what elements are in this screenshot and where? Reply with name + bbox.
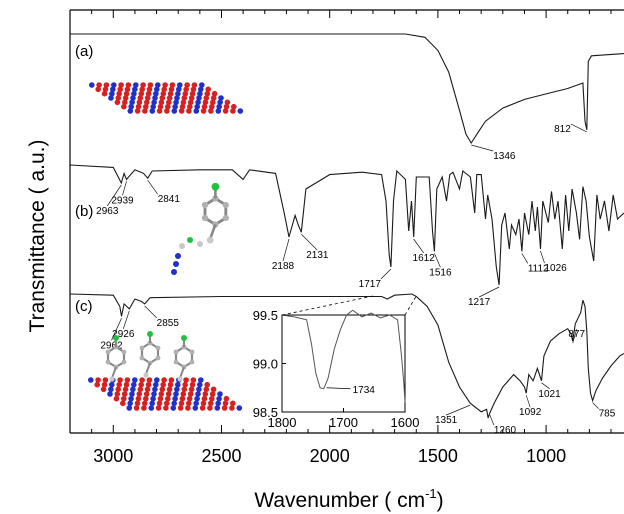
peak-leader-785 bbox=[592, 402, 599, 409]
peak-label-2188: 2188 bbox=[272, 261, 295, 272]
spectrum-curve-a bbox=[70, 33, 624, 145]
peak-leader-2188 bbox=[282, 238, 290, 262]
peak-label-812: 812 bbox=[554, 124, 571, 135]
x-axis-title: Wavenumber ( cm-1) bbox=[254, 486, 443, 512]
spectrum-curve-b bbox=[69, 164, 624, 286]
x-tick-label-2000: 2000 bbox=[310, 446, 350, 466]
peak-leader-1260 bbox=[489, 414, 495, 426]
graphene-sheet-a bbox=[89, 82, 244, 114]
panel-label-c: (c) bbox=[75, 298, 93, 315]
peak-label-1516: 1516 bbox=[429, 267, 452, 278]
peak-leader-2939 bbox=[122, 181, 127, 196]
x-tick-label-2500: 2500 bbox=[201, 446, 241, 466]
inset-y-tick-label-99.5: 99.5 bbox=[253, 308, 278, 323]
azide-chain-b bbox=[171, 237, 203, 275]
peak-label-1717: 1717 bbox=[359, 279, 382, 290]
inset-x-tick-label-1600: 1600 bbox=[391, 415, 420, 430]
peak-leader-1351 bbox=[446, 404, 471, 416]
spectrum-curve-c bbox=[69, 293, 624, 419]
peak-leader-2841 bbox=[147, 179, 158, 195]
peak-label-2926: 2926 bbox=[112, 329, 135, 340]
peak-label-2855: 2855 bbox=[157, 318, 180, 329]
inset-y-tick-label-98.5: 98.5 bbox=[253, 405, 278, 420]
peak-leader-812 bbox=[570, 123, 587, 133]
peak-leader-1026 bbox=[540, 250, 545, 264]
peak-leader-1346 bbox=[471, 144, 494, 152]
peak-leader-877 bbox=[572, 329, 578, 344]
peak-leader-1717 bbox=[380, 268, 392, 280]
panel-label-a: (a) bbox=[75, 43, 93, 60]
peak-leader-2926 bbox=[122, 310, 130, 329]
peak-leader-1021 bbox=[541, 382, 550, 390]
inset-peak-leader bbox=[326, 387, 351, 390]
inset-peak-label-1734: 1734 bbox=[353, 385, 376, 396]
grafted-molecule-1 bbox=[105, 335, 127, 382]
aromatic-molecule-b bbox=[201, 182, 229, 244]
inset-zoom-guide-left bbox=[281, 295, 374, 316]
molecule-illustrations bbox=[88, 82, 244, 411]
peak-label-2963: 2963 bbox=[96, 206, 119, 217]
inset-zoom-guide-right bbox=[404, 295, 417, 316]
inset-plot: 1800 1700 1600 99.5 99.0 98.5 1734 bbox=[253, 295, 420, 430]
peak-leader-1112 bbox=[521, 253, 529, 264]
peak-label-2939: 2939 bbox=[111, 195, 134, 206]
spectra-layer bbox=[69, 33, 624, 419]
peak-label-1112: 1112 bbox=[528, 263, 549, 274]
peak-leader-2131 bbox=[301, 233, 318, 251]
peak-label-1021: 1021 bbox=[538, 389, 561, 400]
inset-x-tick-label-1700: 1700 bbox=[329, 415, 358, 430]
inset-x-tick-label-1800: 1800 bbox=[268, 415, 297, 430]
x-tick-label-1000: 1000 bbox=[526, 446, 566, 466]
peak-label-1351: 1351 bbox=[435, 415, 458, 426]
x-tick-label-3000: 3000 bbox=[93, 446, 133, 466]
peak-leader-1217 bbox=[478, 286, 500, 298]
peak-label-2131: 2131 bbox=[306, 250, 329, 261]
peak-label-1092: 1092 bbox=[519, 407, 542, 418]
peak-leader-1092 bbox=[525, 395, 531, 408]
peak-label-1612: 1612 bbox=[413, 253, 436, 264]
x-axis-title-close: ) bbox=[437, 489, 444, 512]
peak-leader-1612 bbox=[413, 238, 424, 254]
peak-label-2841: 2841 bbox=[158, 194, 181, 205]
graphene-sheet-c bbox=[88, 377, 243, 411]
peak-label-1026: 1026 bbox=[544, 263, 567, 274]
peak-label-785: 785 bbox=[599, 409, 616, 420]
peak-label-2962: 2962 bbox=[100, 340, 123, 351]
y-axis-title: Transmittance ( a.u.) bbox=[26, 140, 49, 333]
peak-label-1260: 1260 bbox=[494, 425, 517, 436]
peak-leader-2963 bbox=[106, 184, 122, 207]
peak-leader-1516 bbox=[434, 253, 441, 268]
peak-leader-2855 bbox=[144, 305, 157, 319]
peak-label-1217: 1217 bbox=[468, 297, 491, 308]
grafted-molecule-2 bbox=[139, 331, 161, 378]
x-axis-title-sup: -1 bbox=[425, 486, 437, 501]
inset-frame bbox=[281, 314, 406, 413]
inset-spectrum-curve bbox=[281, 309, 406, 403]
inset-y-tick-label-99.0: 99.0 bbox=[253, 357, 278, 372]
panel-label-b: (b) bbox=[75, 203, 93, 220]
x-axis-title-main: Wavenumber ( cm bbox=[254, 489, 425, 512]
axes-layer: 3000 2500 2000 1500 1000 bbox=[69, 9, 624, 466]
peak-label-877: 877 bbox=[568, 329, 585, 340]
grafted-molecule-3 bbox=[173, 335, 195, 382]
x-tick-label-1500: 1500 bbox=[418, 446, 458, 466]
peak-leader-2962 bbox=[111, 318, 122, 341]
peak-label-1346: 1346 bbox=[493, 151, 516, 162]
